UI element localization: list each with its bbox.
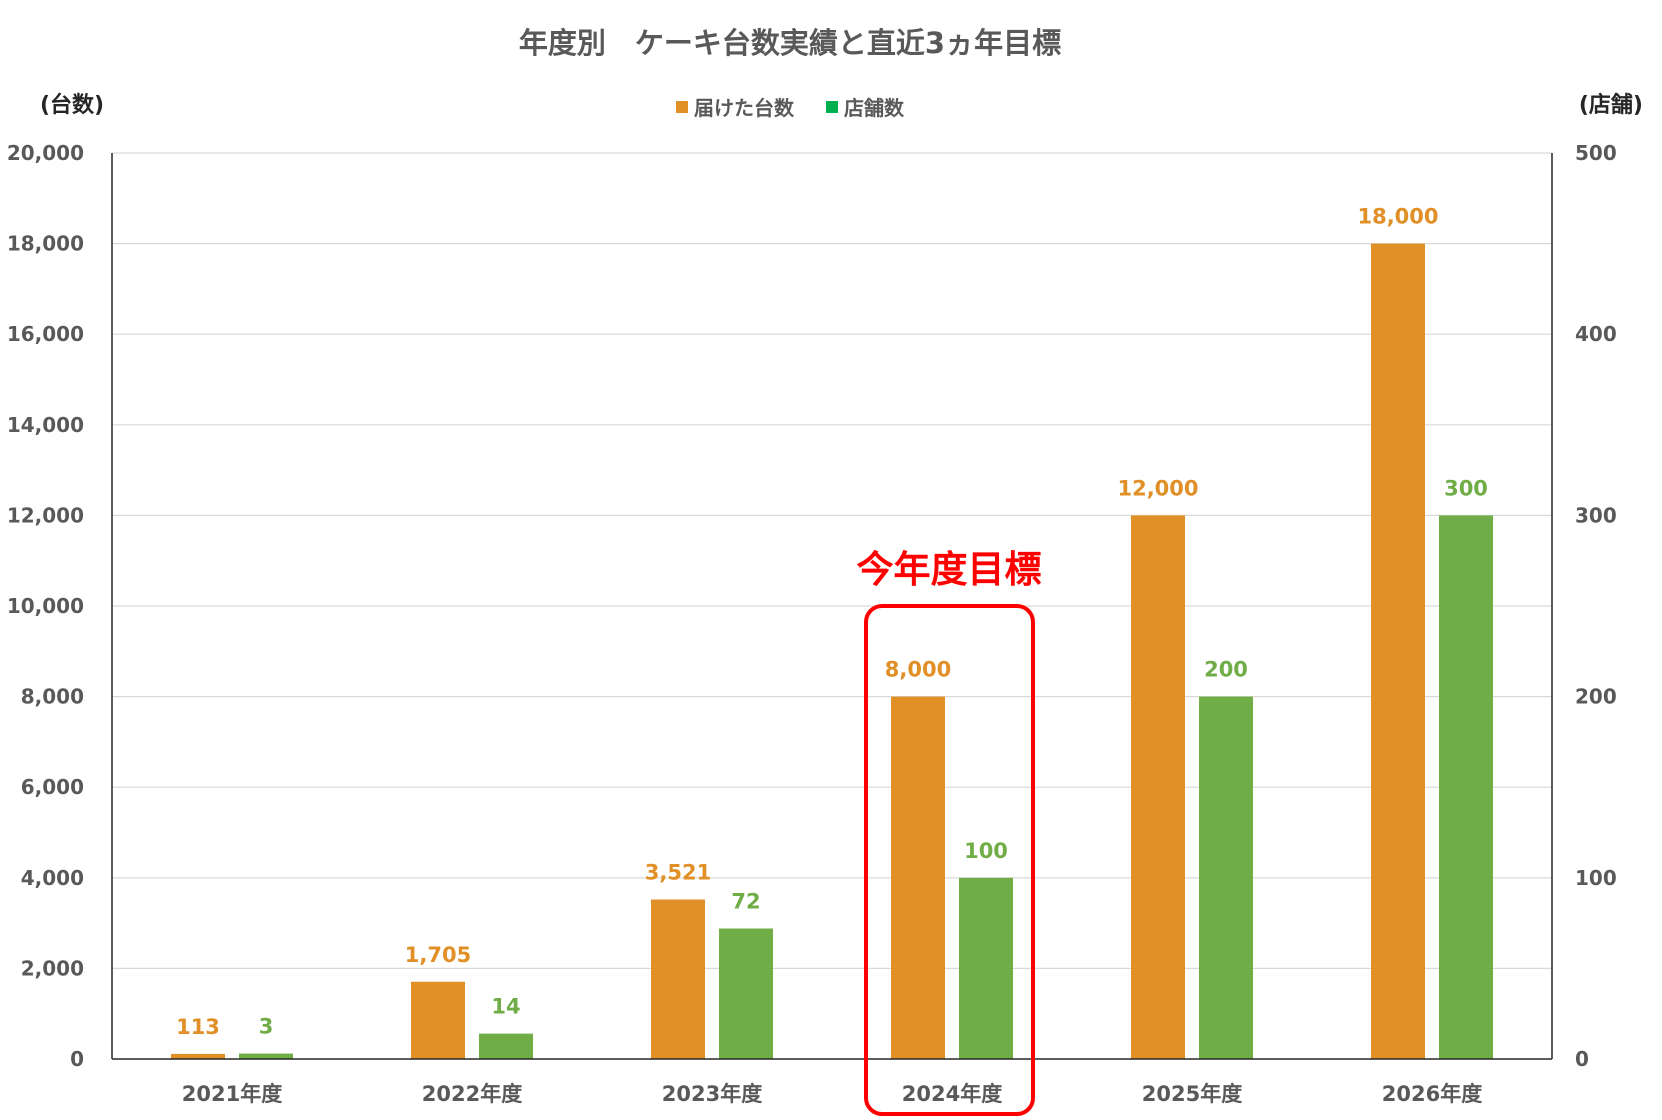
- data-label-stores: 72: [731, 890, 760, 914]
- left-tick-label: 12,000: [7, 503, 84, 527]
- left-axis-unit-label: (台数): [40, 92, 104, 118]
- left-tick-label: 0: [70, 1047, 84, 1071]
- right-tick-label: 500: [1575, 141, 1617, 165]
- right-tick-label: 100: [1575, 866, 1617, 890]
- bar-units: [891, 696, 945, 1059]
- data-label-stores: 200: [1204, 658, 1248, 682]
- data-label-units: 8,000: [885, 658, 951, 682]
- right-axis-ticks: 0 100 200 300 400 500: [1575, 141, 1617, 1071]
- data-label-units: 3,521: [645, 860, 711, 884]
- left-tick-label: 8,000: [21, 685, 84, 709]
- left-axis-ticks: 0 2,000 4,000 6,000 8,000 10,000 12,000 14,000 1…: [7, 141, 84, 1071]
- left-tick-label: 18,000: [7, 232, 84, 256]
- bars: [171, 243, 1493, 1060]
- data-label-stores: 300: [1444, 476, 1488, 500]
- category-label: 2025年度: [1142, 1082, 1242, 1106]
- left-tick-label: 6,000: [21, 775, 84, 799]
- target-annotation: 今年度目標: [857, 548, 1042, 591]
- category-label: 2022年度: [422, 1082, 522, 1106]
- bar-units: [651, 899, 705, 1059]
- bar-stores: [1439, 515, 1493, 1059]
- category-label: 2023年度: [662, 1082, 762, 1106]
- data-labels: 113 3 1,705 14 3,521 72 8,000 100 12,000 200 18,00…: [176, 205, 1488, 1039]
- data-label-stores: 14: [491, 995, 520, 1019]
- bar-units: [1371, 243, 1425, 1060]
- legend: 届けた台数 店舗数: [676, 96, 905, 120]
- right-tick-label: 400: [1575, 322, 1617, 346]
- bar-stores: [959, 877, 1013, 1059]
- bar-stores: [719, 928, 773, 1059]
- data-label-units: 12,000: [1117, 476, 1198, 500]
- legend-label-stores: 店舗数: [844, 96, 905, 120]
- left-tick-label: 20,000: [7, 141, 84, 165]
- bar-units: [411, 981, 465, 1059]
- right-tick-label: 300: [1575, 503, 1617, 527]
- data-label-units: 18,000: [1357, 205, 1438, 229]
- category-label: 2026年度: [1382, 1082, 1482, 1106]
- left-tick-label: 14,000: [7, 413, 84, 437]
- data-label-stores: 3: [259, 1015, 274, 1039]
- left-tick-label: 10,000: [7, 594, 84, 618]
- data-label-units: 1,705: [405, 943, 471, 967]
- right-tick-label: 0: [1575, 1047, 1589, 1071]
- bar-stores: [239, 1053, 293, 1059]
- bar-units: [171, 1053, 225, 1059]
- left-tick-label: 4,000: [21, 866, 84, 890]
- left-tick-label: 2,000: [21, 956, 84, 980]
- chart-title: 年度別 ケーキ台数実績と直近3ヵ年目標: [519, 26, 1061, 60]
- left-tick-label: 16,000: [7, 322, 84, 346]
- legend-swatch-stores: [826, 101, 838, 113]
- category-label: 2021年度: [182, 1082, 282, 1106]
- bar-stores: [479, 1033, 533, 1059]
- right-tick-label: 200: [1575, 685, 1617, 709]
- legend-label-units: 届けた台数: [694, 96, 795, 120]
- data-label-stores: 100: [964, 839, 1008, 863]
- target-highlight-box: [864, 604, 1035, 1116]
- data-label-units: 113: [176, 1015, 220, 1039]
- category-labels: 2021年度 2022年度 2023年度 2024年度 2025年度 2026年度: [182, 1082, 1482, 1106]
- bar-units: [1131, 515, 1185, 1059]
- gridlines: [112, 152, 1552, 970]
- bar-stores: [1199, 696, 1253, 1059]
- category-label: 2024年度: [902, 1082, 1002, 1106]
- right-axis-unit-label: (店舗): [1579, 92, 1643, 118]
- legend-swatch-units: [676, 101, 688, 113]
